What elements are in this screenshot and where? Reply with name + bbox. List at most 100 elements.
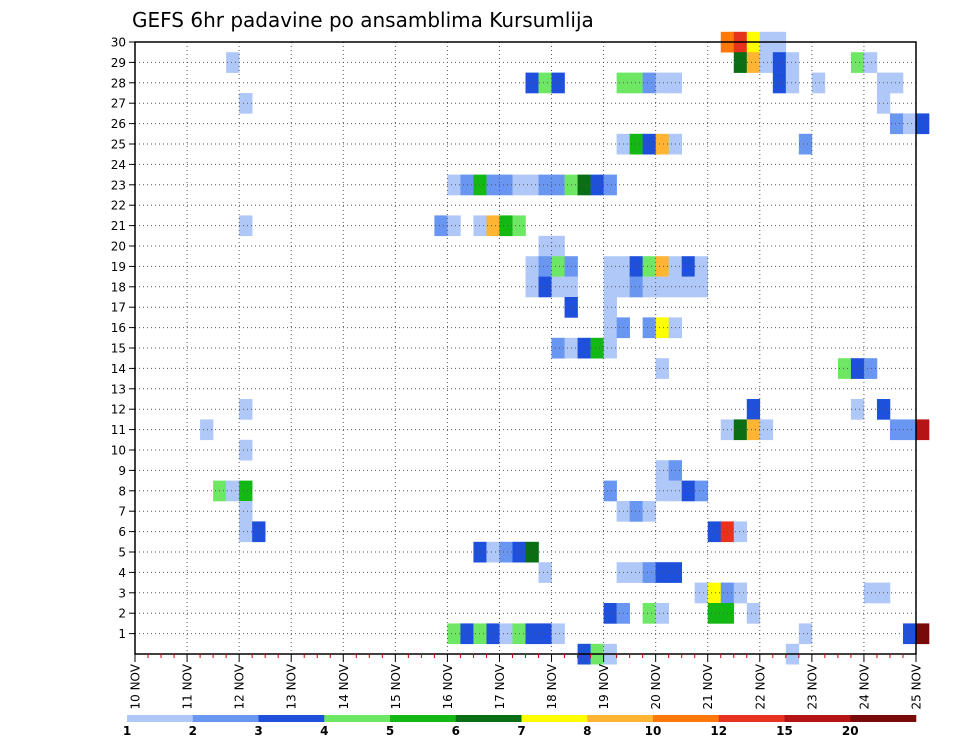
heatmap-cell <box>603 480 617 502</box>
y-tick-label: 30 <box>111 36 126 50</box>
heatmap-cell <box>798 133 813 155</box>
heatmap-cell <box>863 582 878 604</box>
x-tick-label: 23 NOV <box>805 663 819 709</box>
heatmap-cell <box>525 623 539 645</box>
y-tick-label: 14 <box>111 362 126 376</box>
x-tick-label: 20 NOV <box>649 663 663 709</box>
heatmap-cell <box>486 623 500 645</box>
y-tick-label: 7 <box>118 505 126 519</box>
heatmap-cell <box>551 174 565 196</box>
heatmap-cell <box>239 521 253 543</box>
heatmap-cell <box>239 215 253 237</box>
heatmap-cell <box>629 72 643 94</box>
x-tick-label: 17 NOV <box>493 663 507 709</box>
heatmap-cell <box>785 52 800 73</box>
heatmap-cell <box>642 256 656 277</box>
x-tick-label: 22 NOV <box>753 663 767 709</box>
colorbar-label: 8 <box>583 724 591 738</box>
x-tick-label: 12 NOV <box>233 663 247 709</box>
heatmap-cell <box>642 276 656 298</box>
heatmap-cell <box>486 174 500 196</box>
colorbar-swatch <box>784 715 851 722</box>
x-tick-label: 18 NOV <box>545 663 559 709</box>
heatmap-cell <box>538 72 552 94</box>
x-tick-label: 11 NOV <box>181 663 195 709</box>
heatmap-cell <box>655 603 669 624</box>
heatmap-cell <box>746 419 761 441</box>
colorbar-label: 6 <box>452 724 460 738</box>
y-tick-label: 8 <box>118 484 126 498</box>
heatmap-cell <box>239 501 253 522</box>
heatmap-cell <box>655 460 669 481</box>
heatmap-cell <box>733 582 748 604</box>
y-tick-label: 16 <box>111 321 126 335</box>
y-tick-label: 15 <box>111 342 126 356</box>
heatmap-cell <box>863 52 878 73</box>
colorbar-label: 20 <box>842 724 859 738</box>
x-tick-label: 21 NOV <box>701 663 715 709</box>
heatmap-cell <box>525 72 539 94</box>
heatmap-cell <box>916 623 930 645</box>
heatmap-cell <box>603 276 617 298</box>
heatmap-cell <box>902 113 917 135</box>
colorbar-label: 7 <box>517 724 525 738</box>
y-tick-label: 4 <box>118 566 126 580</box>
colorbar-swatch <box>324 715 391 722</box>
heatmap-cell <box>447 215 461 237</box>
heatmap-cell <box>499 215 513 237</box>
heatmap-cell <box>746 52 761 73</box>
heatmap-cell <box>473 623 487 645</box>
y-tick-label: 18 <box>111 280 126 294</box>
heatmap-cell <box>642 603 656 624</box>
heatmap-cell <box>629 562 643 583</box>
heatmap-cell <box>499 174 513 196</box>
heatmap-cell <box>655 276 669 298</box>
heatmap-cell <box>694 582 709 604</box>
heatmap-cell <box>538 174 552 196</box>
colorbar-label: 15 <box>776 724 793 738</box>
heatmap-cell <box>916 113 930 135</box>
heatmap-cell <box>642 72 656 94</box>
heatmap-cell <box>850 52 865 73</box>
heatmap-cell <box>889 419 904 441</box>
colorbar-swatch <box>718 715 785 722</box>
colorbar-label: 4 <box>320 724 328 738</box>
heatmap-cell <box>525 256 539 277</box>
heatmap-cell <box>603 337 617 359</box>
y-tick-label: 29 <box>111 56 126 70</box>
colorbar-swatch <box>192 715 259 722</box>
heatmap-cell <box>746 399 761 420</box>
x-tick-label: 19 NOV <box>597 663 611 709</box>
colorbar-swatch <box>127 715 194 722</box>
heatmap-cell <box>655 562 669 583</box>
y-tick-label: 28 <box>111 76 126 90</box>
heatmap-cell <box>746 603 761 624</box>
heatmap-cell <box>486 215 500 237</box>
y-tick-label: 1 <box>118 627 126 641</box>
colorbar-swatch <box>521 715 588 722</box>
y-tick-label: 17 <box>111 301 126 315</box>
y-tick-label: 21 <box>111 219 126 233</box>
heatmap-cell <box>551 623 565 645</box>
heatmap-cell <box>603 317 617 339</box>
heatmap-cell <box>603 297 617 318</box>
heatmap-cell <box>642 562 656 583</box>
heatmap-cell <box>733 52 748 73</box>
colorbar-swatch <box>390 715 457 722</box>
heatmap-cell <box>538 276 552 298</box>
y-tick-label: 19 <box>111 260 126 274</box>
heatmap-cell <box>538 235 552 257</box>
heatmap-cell <box>226 480 240 502</box>
heatmap-cell <box>629 501 643 522</box>
colorbar-label: 2 <box>189 724 197 738</box>
colorbar-label: 5 <box>386 724 394 738</box>
heatmap-cell <box>850 358 865 379</box>
x-tick-label: 10 NOV <box>129 663 143 709</box>
heatmap-cell <box>798 623 813 645</box>
heatmap-cell <box>473 215 487 237</box>
y-tick-label: 13 <box>111 382 126 396</box>
x-tick-label: 15 NOV <box>389 663 403 709</box>
colorbar-label: 1 <box>123 724 131 738</box>
y-tick-label: 26 <box>111 117 126 131</box>
